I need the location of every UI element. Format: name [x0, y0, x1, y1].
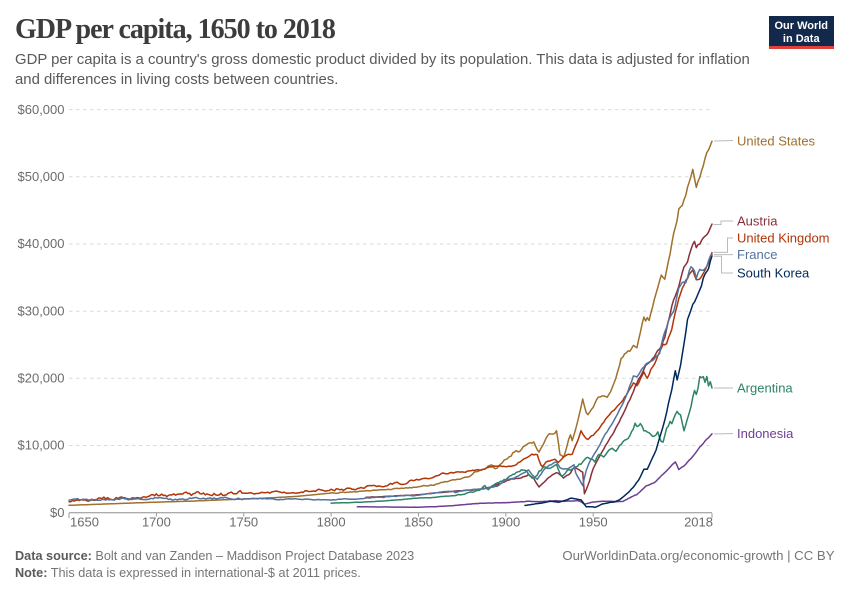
svg-text:1800: 1800	[317, 515, 346, 530]
svg-text:1950: 1950	[579, 515, 608, 530]
svg-text:Indonesia: Indonesia	[737, 426, 794, 441]
svg-text:1900: 1900	[491, 515, 520, 530]
svg-text:2018: 2018	[684, 515, 713, 530]
svg-text:$50,000: $50,000	[18, 169, 65, 184]
svg-text:$60,000: $60,000	[18, 102, 65, 117]
svg-text:$30,000: $30,000	[18, 303, 65, 318]
svg-text:1750: 1750	[229, 515, 258, 530]
svg-text:France: France	[737, 247, 777, 262]
svg-text:Austria: Austria	[737, 214, 778, 229]
svg-text:United Kingdom: United Kingdom	[737, 231, 830, 246]
svg-text:South Korea: South Korea	[737, 266, 810, 281]
svg-text:$20,000: $20,000	[18, 371, 65, 386]
svg-text:1650: 1650	[70, 515, 99, 530]
svg-text:$10,000: $10,000	[18, 438, 65, 453]
svg-text:Argentina: Argentina	[737, 381, 793, 396]
svg-text:1850: 1850	[404, 515, 433, 530]
svg-text:$40,000: $40,000	[18, 236, 65, 251]
svg-text:1700: 1700	[142, 515, 171, 530]
svg-text:$0: $0	[50, 505, 64, 520]
svg-text:United States: United States	[737, 134, 816, 149]
